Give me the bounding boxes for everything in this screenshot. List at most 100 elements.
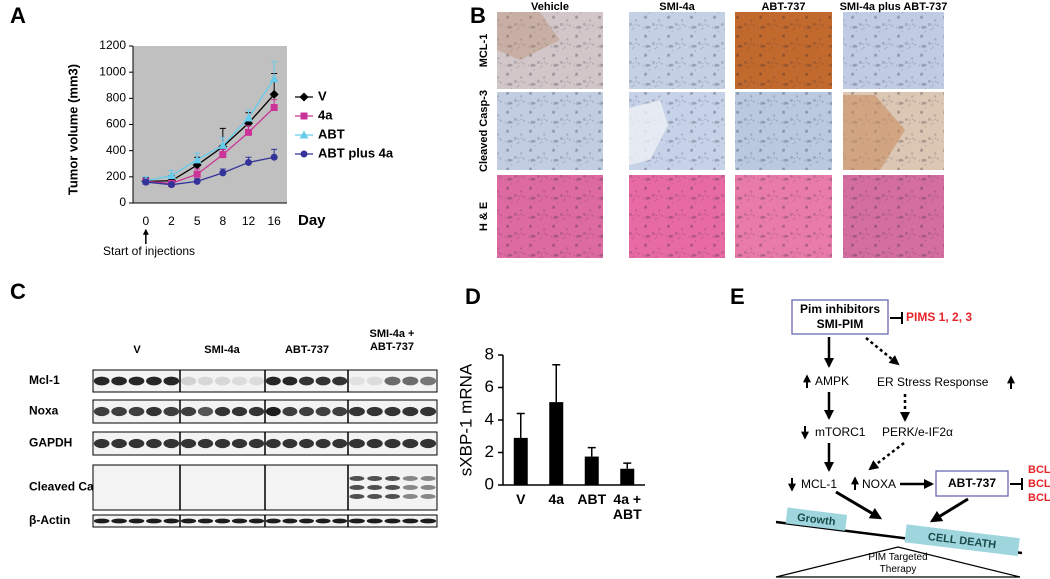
error-bar [587, 446, 596, 457]
blot-band [315, 518, 331, 524]
node-box: Pim inhibitors SMI-PIM [799, 302, 880, 331]
blot-band [231, 376, 248, 386]
panel-label: A [10, 3, 26, 28]
blot-band [402, 438, 419, 449]
blot-band [231, 406, 248, 417]
node: AMPK [815, 374, 849, 388]
y-tick-label: 0 [485, 474, 494, 493]
node: BCL-W [1028, 492, 1050, 504]
blot-band [420, 494, 436, 499]
blot-band [93, 376, 110, 386]
marker [219, 151, 227, 159]
y-tick-label: 6 [485, 377, 494, 396]
y-axis-label: Tumor volume (mm3) [65, 64, 80, 195]
blot-band [384, 438, 401, 449]
y-axis-label: sXBP-1 mRNA [456, 363, 475, 476]
marker [167, 171, 176, 180]
marker [244, 113, 253, 122]
blot-band [349, 476, 365, 481]
x-tick-label: 2 [168, 214, 175, 228]
blot-band [180, 438, 197, 449]
marker [300, 112, 308, 120]
y-tick-label: 0 [119, 195, 126, 209]
node-box [791, 299, 889, 335]
y-tick-label: 2 [485, 442, 494, 461]
histology-texture [735, 175, 832, 258]
blot-band [146, 406, 162, 417]
row-label: GAPDH [29, 436, 72, 450]
blot-band [146, 438, 162, 449]
blot-band [385, 485, 400, 490]
marker [269, 74, 279, 83]
histology-texture [629, 175, 725, 258]
blot-band [384, 518, 401, 524]
y-tick-label: 1200 [99, 38, 126, 52]
panel-label: D [465, 284, 481, 309]
x-tick-label: 12 [242, 214, 256, 228]
blot-band [265, 406, 281, 417]
blot-band [93, 406, 110, 417]
histology-texture [497, 175, 603, 258]
blot-band [180, 406, 197, 417]
marker [245, 128, 252, 136]
blot-band [282, 438, 298, 449]
blot-band [146, 518, 162, 524]
node: BCL-2 [1028, 464, 1050, 476]
annotation: Start of injections [103, 244, 195, 258]
node: Pim inhibitors SMI-PIM [799, 302, 880, 331]
blot-band [348, 406, 365, 417]
blot-band [420, 476, 436, 481]
x-tick-label-box: 4a [548, 492, 565, 507]
histology-texture [497, 12, 603, 89]
blot-band [402, 376, 419, 386]
blot-band [93, 438, 110, 449]
marker [270, 153, 278, 161]
blot-band [299, 438, 314, 449]
legend-label: ABT [318, 126, 345, 141]
node: PIM Targeted Therapy [868, 552, 928, 575]
blot-band [384, 376, 401, 386]
blot-band [163, 438, 180, 449]
blot-band [332, 438, 348, 449]
blot-band [348, 518, 365, 524]
blot-band [93, 518, 110, 524]
blot-band [231, 518, 248, 524]
blot-band [248, 518, 265, 524]
x-tick-label: 4a + ABT [612, 492, 642, 522]
blot-band [367, 494, 383, 499]
node-box [935, 470, 1009, 497]
blot-band [163, 376, 180, 386]
y-tick-label: 400 [106, 143, 126, 157]
blot-band [420, 438, 437, 449]
legend-label: ABT plus 4a [318, 145, 394, 160]
panel-label: C [10, 279, 26, 304]
stain-region [497, 12, 560, 60]
histology-texture [735, 92, 832, 170]
column-header: SMI-4a [204, 344, 240, 356]
blot-band [282, 406, 298, 417]
x-tick-label: 4a [548, 492, 565, 507]
panel-label: E [730, 284, 745, 309]
blot-band [332, 406, 348, 417]
blot-band [367, 485, 383, 490]
histology-texture [629, 12, 725, 89]
series-line [145, 78, 275, 182]
blot-band [248, 438, 265, 449]
blot-band [163, 518, 180, 524]
blot-band [299, 518, 314, 524]
blot-band [402, 494, 418, 499]
blot-band [420, 485, 436, 490]
x-tick-label: ABT [577, 492, 607, 507]
inhibition [890, 312, 903, 324]
blot-band [111, 518, 127, 524]
blot-band [146, 376, 162, 386]
marker [270, 103, 278, 111]
node: PERK/e-IF2α [882, 425, 953, 439]
blot-band [366, 518, 383, 524]
node: NOXA [862, 477, 896, 491]
marker [245, 158, 252, 166]
blot-band [265, 518, 281, 524]
dotted-arrow [865, 337, 900, 366]
